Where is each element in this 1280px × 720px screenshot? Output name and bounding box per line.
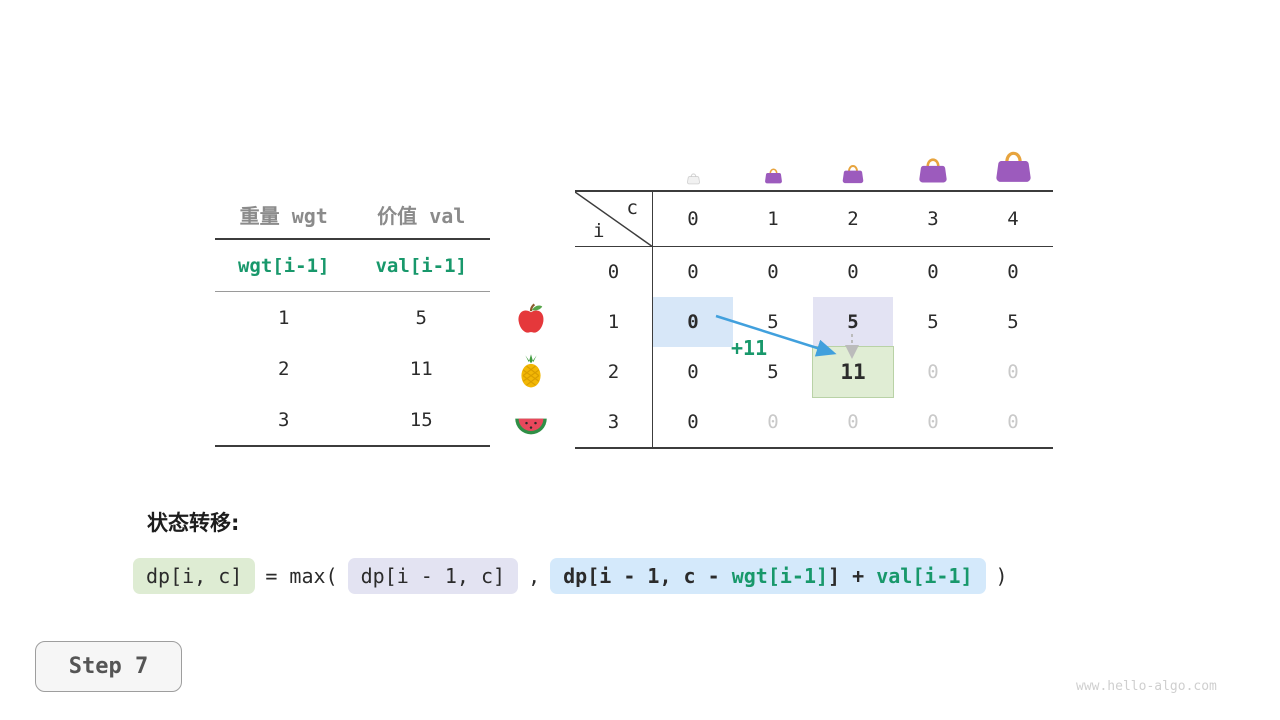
dp-cell-2-0: 0 <box>687 361 699 383</box>
item-1-weight: 1 <box>278 306 290 329</box>
formula-lhs: dp[i, c] <box>133 558 256 594</box>
items-wgt-formula: wgt[i-1] <box>237 254 330 277</box>
formula-separator: , <box>528 564 541 588</box>
dp-cell-0-1: 0 <box>767 261 779 283</box>
bag-icon-capacity-1 <box>733 131 813 185</box>
bag-icon-capacity-2 <box>813 131 893 185</box>
dp-cell-3-2: 0 <box>847 411 859 433</box>
formula-equals: = max( <box>265 564 338 588</box>
formula-closing: ) <box>995 564 1008 588</box>
item-1-value: 5 <box>415 306 427 329</box>
items-table-header: 重量 wgt 价值 val <box>215 190 490 240</box>
dp-cell-0-2: 0 <box>847 261 859 283</box>
dp-col-header-4: 4 <box>1007 208 1019 230</box>
items-val-formula: val[i-1] <box>375 254 467 277</box>
dp-cell-1-4: 5 <box>1007 311 1019 333</box>
dp-cell-2-1: 5 <box>767 361 779 383</box>
items-table-formula-row: wgt[i-1] val[i-1] <box>215 240 490 292</box>
watermelon-icon <box>513 404 549 440</box>
items-col-value: 价值 val <box>377 203 466 228</box>
formula-term2-val: val[i-1] <box>876 564 973 588</box>
dp-cell-2-2: 11 <box>812 346 894 398</box>
dp-cell-0-0: 0 <box>687 261 699 283</box>
corner-diagonal-line <box>575 192 653 247</box>
dp-table: c i 0 1 2 3 4 0 0 0 0 0 0 1 0 5 5 5 5 2 <box>575 190 1053 449</box>
items-row-2: 2 11 <box>215 343 490 394</box>
dp-row-label-0: 0 <box>575 247 653 297</box>
items-row-1: 1 5 <box>215 292 490 343</box>
apple-icon <box>513 301 549 337</box>
dp-cell-0-3: 0 <box>927 261 939 283</box>
dp-row-2: 2 0 5 11 0 0 <box>575 346 1053 398</box>
pineapple-icon <box>513 352 549 388</box>
dp-col-header-0: 0 <box>687 208 699 230</box>
formula-term2: dp[i - 1, c - wgt[i-1]] + val[i-1] <box>550 558 986 594</box>
step-indicator: Step 7 <box>35 641 182 692</box>
state-transition-heading: 状态转移: <box>147 511 240 535</box>
formula-term1: dp[i - 1, c] <box>347 558 519 594</box>
dp-corner-cell: c i <box>575 192 653 247</box>
dp-cell-1-2: 5 <box>813 297 893 347</box>
items-row-3: 3 15 <box>215 394 490 445</box>
dp-row-3: 3 0 0 0 0 0 <box>575 397 1053 447</box>
dp-cell-3-0: 0 <box>687 411 699 433</box>
dp-cell-3-1: 0 <box>767 411 779 433</box>
dp-row-label-1: 1 <box>575 297 653 347</box>
item-3-weight: 3 <box>278 408 290 431</box>
dp-row-0: 0 0 0 0 0 0 <box>575 247 1053 297</box>
watermark: www.hello-algo.com <box>1076 679 1217 694</box>
item-2-weight: 2 <box>278 357 290 380</box>
transition-value-label: +11 <box>731 336 768 360</box>
capacity-bags-row <box>653 131 1053 185</box>
dp-row-label-3: 3 <box>575 397 653 447</box>
item-2-value: 11 <box>409 357 433 380</box>
dp-col-header-2: 2 <box>847 208 859 230</box>
dp-cell-1-0: 0 <box>653 297 733 347</box>
bag-icon-capacity-4 <box>973 131 1053 185</box>
formula-term2-prefix: dp[i - 1, c - <box>563 564 732 588</box>
dp-cell-2-4: 0 <box>1007 361 1019 383</box>
dp-header-row: c i 0 1 2 3 4 <box>575 192 1053 247</box>
formula-term2-wgt: wgt[i-1] <box>731 564 829 588</box>
bag-icon-capacity-0 <box>653 131 733 185</box>
dp-cell-2-3: 0 <box>927 361 939 383</box>
state-transition-formula: dp[i, c] = max( dp[i - 1, c] , dp[i - 1,… <box>133 558 1008 594</box>
item-3-value: 15 <box>409 408 433 431</box>
formula-term2-mid: ] + <box>828 564 877 588</box>
items-col-weight: 重量 wgt <box>239 203 328 228</box>
corner-label-i: i <box>593 220 605 242</box>
dp-cell-3-3: 0 <box>927 411 939 433</box>
dp-col-header-1: 1 <box>767 208 779 230</box>
dp-cell-1-3: 5 <box>927 311 939 333</box>
corner-label-c: c <box>626 197 638 219</box>
dp-row-1: 1 0 5 5 5 5 <box>575 297 1053 347</box>
dp-cell-0-4: 0 <box>1007 261 1019 283</box>
bag-icon-capacity-3 <box>893 131 973 185</box>
items-table: 重量 wgt 价值 val wgt[i-1] val[i-1] 1 5 2 11… <box>215 190 490 447</box>
dp-cell-3-4: 0 <box>1007 411 1019 433</box>
dp-col-header-3: 3 <box>927 208 939 230</box>
dp-row-label-2: 2 <box>575 347 653 397</box>
